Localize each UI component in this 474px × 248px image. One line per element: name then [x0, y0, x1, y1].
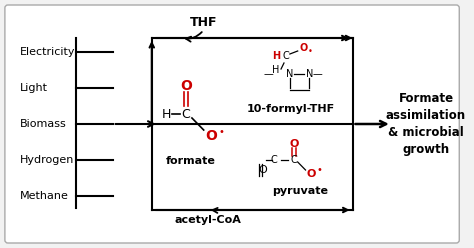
Text: Hydrogen: Hydrogen: [19, 155, 74, 165]
Text: C: C: [291, 155, 297, 165]
Text: N: N: [286, 69, 293, 79]
Text: O: O: [307, 169, 316, 179]
Text: •: •: [219, 127, 224, 137]
Text: —: —: [264, 69, 273, 79]
Text: acetyl-CoA: acetyl-CoA: [174, 215, 241, 225]
Text: pyruvate: pyruvate: [272, 186, 328, 196]
Text: H: H: [273, 65, 280, 75]
Text: 10-formyl-THF: 10-formyl-THF: [247, 104, 335, 114]
Text: C: C: [283, 51, 289, 61]
Text: H: H: [162, 107, 171, 121]
Text: THF: THF: [190, 15, 218, 29]
Text: formate: formate: [166, 156, 216, 166]
Text: O: O: [206, 129, 218, 143]
Text: C: C: [182, 107, 191, 121]
Text: •: •: [316, 165, 322, 175]
Text: O: O: [289, 139, 299, 149]
Text: O: O: [180, 79, 192, 93]
Text: O: O: [300, 43, 308, 53]
FancyBboxPatch shape: [5, 5, 459, 243]
Text: C: C: [271, 155, 278, 165]
Text: Electricity: Electricity: [19, 47, 75, 57]
Text: Light: Light: [19, 83, 47, 93]
Text: Methane: Methane: [19, 191, 68, 201]
Text: O: O: [258, 165, 267, 175]
Text: Formate
assimilation
& microbial
growth: Formate assimilation & microbial growth: [386, 92, 466, 156]
Text: —: —: [312, 69, 322, 79]
Text: N: N: [306, 69, 313, 79]
Text: •: •: [308, 47, 313, 56]
Text: Biomass: Biomass: [19, 119, 66, 129]
Text: H: H: [272, 51, 280, 61]
